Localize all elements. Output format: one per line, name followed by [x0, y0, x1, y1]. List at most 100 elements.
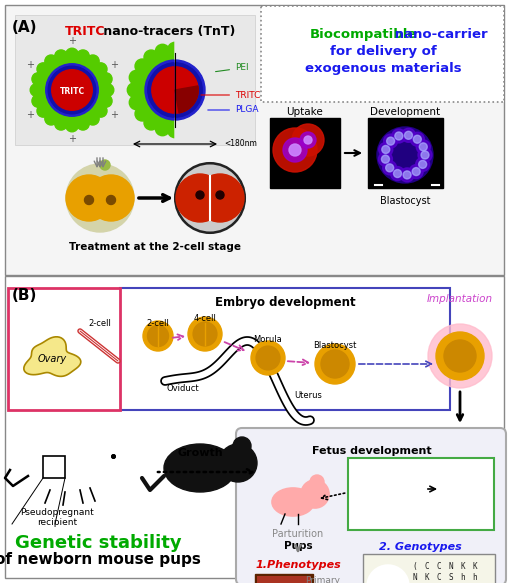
- Circle shape: [180, 121, 195, 136]
- Circle shape: [419, 160, 427, 168]
- Circle shape: [421, 151, 429, 159]
- Circle shape: [206, 95, 221, 110]
- Circle shape: [145, 60, 205, 120]
- Circle shape: [382, 146, 390, 153]
- Text: Uterus: Uterus: [294, 391, 322, 400]
- Circle shape: [373, 474, 391, 492]
- Circle shape: [46, 64, 98, 116]
- Circle shape: [66, 119, 78, 132]
- Circle shape: [392, 129, 406, 143]
- Circle shape: [201, 59, 215, 73]
- Ellipse shape: [27, 443, 102, 493]
- Text: h: h: [461, 573, 465, 582]
- Circle shape: [30, 84, 43, 96]
- Circle shape: [188, 317, 222, 351]
- Circle shape: [101, 84, 114, 96]
- Circle shape: [368, 566, 408, 583]
- Circle shape: [436, 332, 484, 380]
- Circle shape: [310, 475, 324, 489]
- Circle shape: [85, 440, 125, 480]
- Text: K: K: [461, 562, 465, 571]
- Text: K: K: [425, 573, 429, 582]
- FancyBboxPatch shape: [363, 554, 495, 583]
- Text: +: +: [110, 61, 119, 71]
- Circle shape: [191, 115, 206, 130]
- Circle shape: [129, 71, 144, 85]
- Circle shape: [400, 168, 414, 182]
- Bar: [270, 118, 340, 188]
- Ellipse shape: [355, 481, 385, 501]
- Circle shape: [87, 55, 99, 68]
- Text: C: C: [425, 562, 429, 571]
- Bar: [368, 118, 443, 188]
- Circle shape: [216, 191, 224, 199]
- Circle shape: [176, 174, 224, 222]
- Circle shape: [180, 44, 195, 59]
- Ellipse shape: [397, 477, 423, 495]
- Text: Parturition: Parturition: [272, 529, 324, 539]
- Circle shape: [152, 67, 198, 113]
- Circle shape: [191, 50, 206, 65]
- Circle shape: [412, 167, 420, 175]
- Circle shape: [95, 63, 107, 75]
- Circle shape: [395, 132, 403, 140]
- Circle shape: [40, 58, 104, 122]
- Text: Fetus development: Fetus development: [312, 446, 432, 456]
- Text: nano-tracers (TnT): nano-tracers (TnT): [99, 25, 235, 38]
- Bar: [255, 574, 313, 583]
- Circle shape: [403, 171, 411, 179]
- Circle shape: [135, 59, 150, 73]
- Circle shape: [193, 322, 217, 346]
- Circle shape: [100, 160, 110, 170]
- Circle shape: [405, 131, 412, 139]
- Text: Morula: Morula: [253, 335, 282, 344]
- Circle shape: [95, 104, 107, 117]
- Text: for delivery of: for delivery of: [330, 45, 436, 58]
- Text: nano-carrier: nano-carrier: [390, 28, 488, 41]
- Text: of newborn mouse pups: of newborn mouse pups: [0, 552, 201, 567]
- Text: 4-cell: 4-cell: [193, 314, 216, 323]
- Text: PEI: PEI: [215, 64, 248, 72]
- Circle shape: [219, 444, 257, 482]
- Text: Blastocyst: Blastocyst: [314, 341, 357, 350]
- Text: 2. Genotypes: 2. Genotypes: [379, 542, 461, 552]
- Circle shape: [387, 137, 394, 145]
- Circle shape: [273, 128, 317, 172]
- Text: S: S: [449, 573, 454, 582]
- FancyBboxPatch shape: [5, 5, 504, 275]
- Circle shape: [449, 475, 464, 490]
- Circle shape: [444, 340, 476, 372]
- Circle shape: [416, 157, 430, 171]
- Circle shape: [289, 144, 301, 156]
- Circle shape: [321, 350, 349, 378]
- Circle shape: [144, 115, 158, 130]
- Circle shape: [390, 167, 405, 181]
- Wedge shape: [175, 63, 202, 117]
- Circle shape: [129, 95, 144, 110]
- Text: (: (: [413, 562, 417, 571]
- Text: +: +: [110, 110, 119, 120]
- Circle shape: [84, 195, 94, 205]
- Circle shape: [66, 175, 112, 221]
- Circle shape: [418, 148, 432, 162]
- Circle shape: [208, 83, 223, 97]
- Text: 2-cell: 2-cell: [89, 319, 111, 328]
- Text: <180nm: <180nm: [224, 139, 257, 149]
- Circle shape: [148, 325, 168, 346]
- Circle shape: [48, 66, 96, 114]
- Text: Pups: Pups: [284, 541, 313, 551]
- Circle shape: [168, 43, 182, 57]
- Circle shape: [88, 175, 134, 221]
- Text: Pseudopregnant
recipient: Pseudopregnant recipient: [20, 508, 94, 528]
- Circle shape: [196, 191, 204, 199]
- Circle shape: [416, 140, 430, 154]
- Circle shape: [300, 132, 316, 148]
- Circle shape: [45, 55, 58, 68]
- Text: 1.Phenotypes: 1.Phenotypes: [255, 560, 341, 570]
- Text: 2-cell: 2-cell: [147, 319, 169, 328]
- Circle shape: [106, 195, 116, 205]
- Text: Ovary: Ovary: [38, 354, 67, 364]
- Text: (B): (B): [12, 288, 37, 303]
- Circle shape: [251, 341, 285, 375]
- FancyBboxPatch shape: [261, 6, 504, 102]
